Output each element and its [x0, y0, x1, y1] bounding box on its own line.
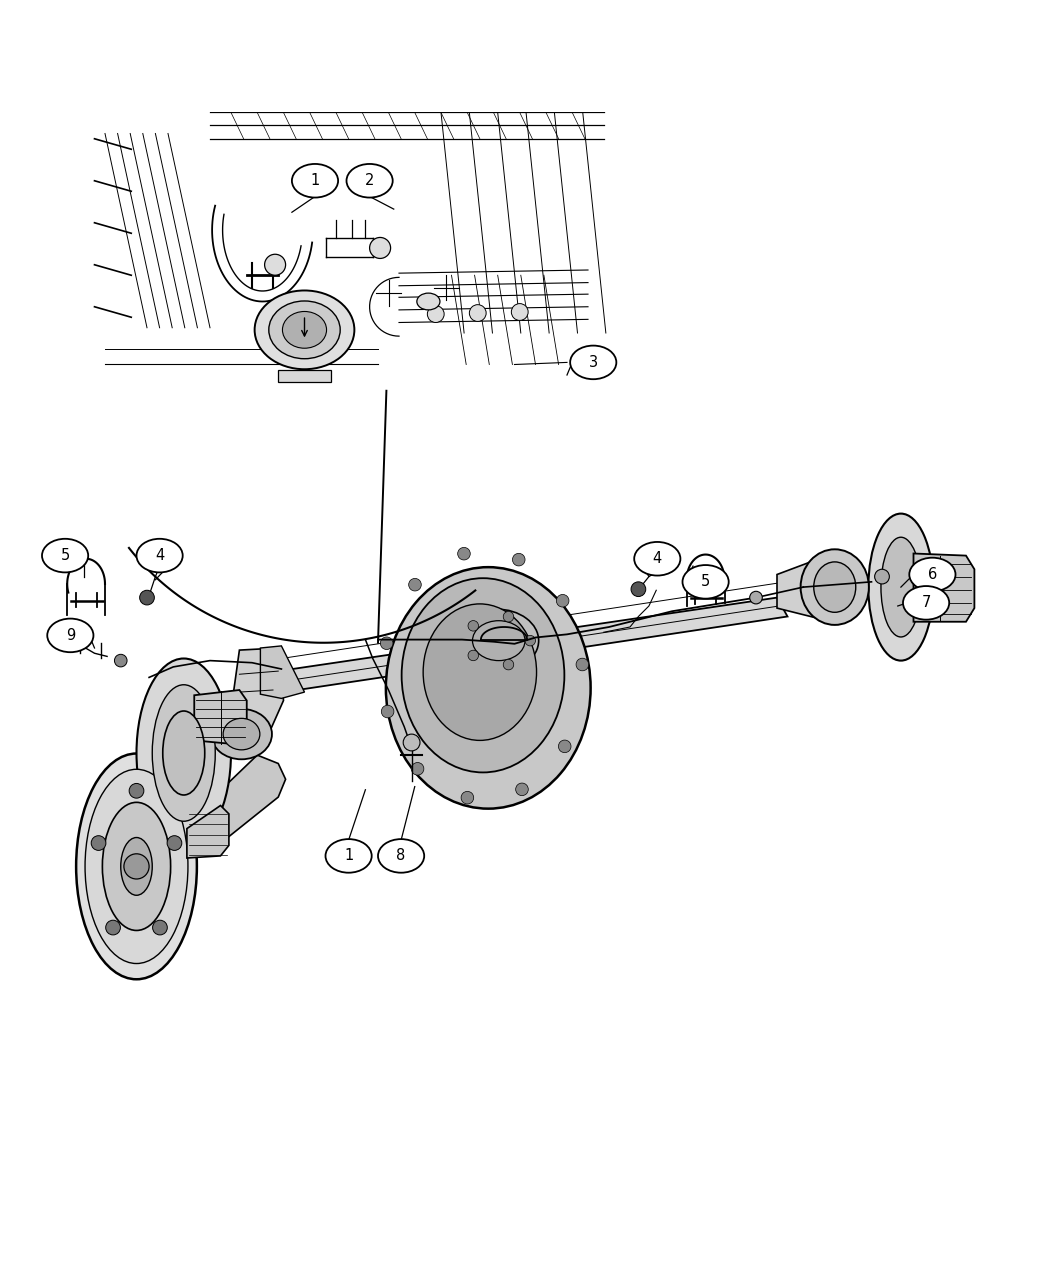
Circle shape [380, 638, 393, 649]
Text: 2: 2 [365, 173, 374, 189]
Circle shape [152, 921, 167, 935]
Circle shape [167, 835, 182, 850]
Ellipse shape [163, 711, 205, 796]
Polygon shape [914, 553, 974, 622]
Ellipse shape [269, 301, 340, 358]
Polygon shape [194, 690, 247, 745]
Text: 1: 1 [344, 848, 353, 863]
Polygon shape [260, 646, 304, 699]
Circle shape [381, 705, 394, 718]
Circle shape [114, 654, 127, 667]
Circle shape [512, 553, 525, 566]
Text: 9: 9 [66, 627, 75, 643]
Circle shape [875, 569, 889, 584]
Circle shape [265, 254, 286, 275]
Text: 4: 4 [653, 551, 662, 566]
Ellipse shape [423, 604, 537, 741]
Ellipse shape [85, 769, 188, 964]
Circle shape [511, 303, 528, 320]
Circle shape [140, 590, 154, 604]
Ellipse shape [455, 609, 539, 672]
Circle shape [576, 658, 589, 671]
Circle shape [468, 650, 479, 660]
Polygon shape [233, 648, 284, 747]
Circle shape [124, 854, 149, 878]
Circle shape [556, 594, 569, 607]
Circle shape [461, 792, 474, 805]
Ellipse shape [814, 562, 856, 612]
Circle shape [631, 581, 646, 597]
Circle shape [503, 612, 513, 622]
Ellipse shape [47, 618, 93, 653]
Polygon shape [205, 755, 286, 839]
Circle shape [106, 921, 121, 935]
Ellipse shape [570, 346, 616, 379]
Circle shape [750, 592, 762, 604]
Ellipse shape [909, 557, 956, 592]
Ellipse shape [42, 539, 88, 572]
Ellipse shape [682, 565, 729, 599]
Circle shape [403, 734, 420, 751]
Ellipse shape [282, 311, 327, 348]
Circle shape [129, 783, 144, 798]
Circle shape [525, 635, 536, 646]
Text: 5: 5 [61, 548, 69, 564]
Circle shape [412, 762, 424, 775]
Ellipse shape [800, 550, 869, 625]
Polygon shape [278, 370, 331, 382]
Ellipse shape [136, 658, 231, 848]
Ellipse shape [401, 578, 565, 773]
Text: 3: 3 [589, 354, 597, 370]
Text: 1: 1 [311, 173, 319, 189]
Ellipse shape [868, 514, 933, 660]
Ellipse shape [417, 293, 440, 310]
Ellipse shape [634, 542, 680, 575]
Circle shape [427, 306, 444, 323]
Circle shape [468, 621, 479, 631]
Ellipse shape [292, 164, 338, 198]
Circle shape [370, 237, 391, 259]
Ellipse shape [326, 839, 372, 872]
Polygon shape [777, 558, 835, 618]
Ellipse shape [386, 567, 590, 808]
Ellipse shape [152, 685, 215, 821]
Text: 8: 8 [397, 848, 405, 863]
Circle shape [469, 305, 486, 321]
Ellipse shape [903, 586, 949, 620]
Circle shape [516, 783, 528, 796]
Polygon shape [187, 806, 229, 858]
Circle shape [559, 740, 571, 752]
Ellipse shape [346, 164, 393, 198]
Circle shape [91, 835, 106, 850]
Text: 4: 4 [155, 548, 164, 564]
Ellipse shape [223, 718, 260, 750]
Ellipse shape [76, 754, 197, 979]
Ellipse shape [881, 537, 921, 638]
Text: 7: 7 [922, 595, 930, 611]
Circle shape [408, 579, 421, 592]
Ellipse shape [378, 839, 424, 872]
Ellipse shape [103, 802, 170, 931]
Circle shape [458, 547, 470, 560]
Polygon shape [278, 598, 788, 692]
Ellipse shape [472, 621, 525, 660]
Circle shape [503, 659, 513, 669]
Ellipse shape [254, 291, 355, 370]
Ellipse shape [136, 539, 183, 572]
Text: 6: 6 [928, 567, 937, 581]
Text: 5: 5 [701, 574, 710, 589]
Ellipse shape [211, 709, 272, 760]
Ellipse shape [121, 838, 152, 895]
